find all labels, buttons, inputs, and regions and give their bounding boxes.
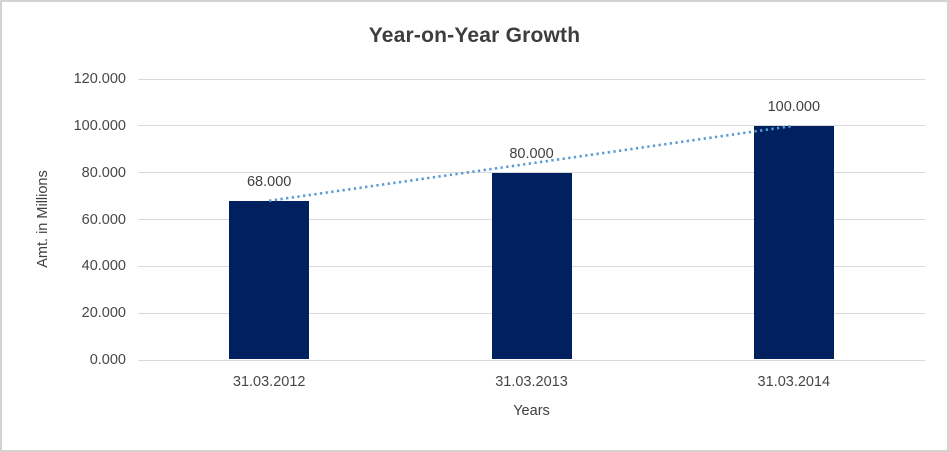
y-tick-label: 20.000 [81, 305, 126, 322]
y-tick-label: 100.000 [73, 117, 126, 134]
x-axis-title: Years [513, 403, 550, 419]
chart-title: Year-on-Year Growth [368, 24, 581, 47]
bar-data-label: 68.000 [246, 173, 292, 190]
y-tick-label: 0.000 [89, 352, 126, 368]
x-tick-label: 31.03.2012 [232, 374, 306, 390]
y-tick-label: 60.000 [81, 211, 126, 228]
y-tick-label: 80.000 [81, 164, 126, 181]
bar [753, 125, 834, 359]
gridline [138, 359, 925, 361]
gridline [138, 78, 925, 80]
plot-area: 68.000 80.000 100.000 [138, 78, 925, 361]
y-tick-label: 40.000 [81, 258, 126, 275]
y-tick-label: 120.000 [73, 71, 126, 87]
x-tick-label: 31.03.2013 [495, 374, 568, 390]
bar-data-label: 80.000 [509, 145, 554, 162]
bar-data-label: 100.000 [767, 98, 821, 115]
x-tick-label: 31.03.2014 [757, 374, 831, 390]
bar [491, 172, 572, 359]
bar [229, 200, 310, 359]
